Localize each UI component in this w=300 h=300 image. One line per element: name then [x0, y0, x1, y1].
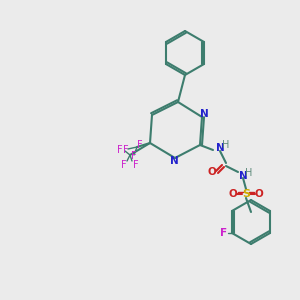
Text: O: O — [208, 167, 216, 177]
Text: N: N — [169, 156, 178, 166]
Text: N: N — [238, 171, 247, 181]
Text: N: N — [200, 109, 208, 119]
Text: H: H — [245, 168, 253, 178]
Text: H: H — [222, 140, 230, 150]
Text: S: S — [242, 189, 250, 199]
Text: F: F — [117, 145, 123, 155]
Text: N: N — [216, 143, 224, 153]
Text: O: O — [229, 189, 237, 199]
Text: F: F — [131, 151, 137, 161]
Text: F: F — [137, 140, 143, 150]
Text: F: F — [123, 145, 129, 155]
Text: F: F — [121, 160, 127, 170]
Text: F: F — [220, 228, 227, 238]
Text: F: F — [133, 160, 139, 170]
Text: O: O — [255, 189, 263, 199]
